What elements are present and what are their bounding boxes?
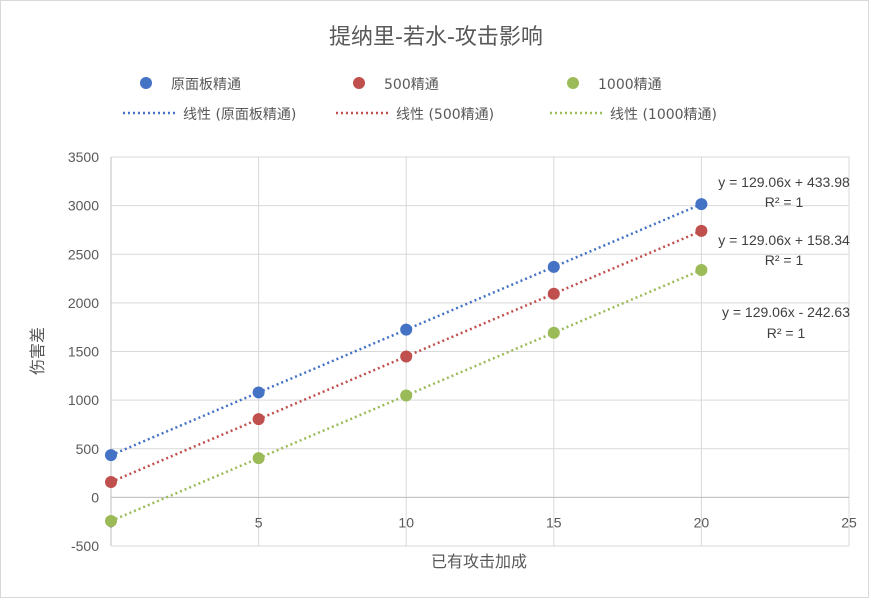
chart-title: 提纳里-若水-攻击影响 bbox=[329, 25, 543, 50]
y-tick-label-1: 0 bbox=[91, 489, 99, 505]
y-tick-label-8: 3500 bbox=[68, 149, 99, 165]
point-layer bbox=[105, 198, 708, 528]
x-tick-label-4: 20 bbox=[694, 514, 710, 530]
point-series-2-2 bbox=[400, 389, 413, 402]
x-tick-label-2: 10 bbox=[398, 514, 414, 530]
y-tick-label-2: 500 bbox=[76, 441, 100, 457]
legend-marker-series-0 bbox=[140, 77, 152, 89]
point-series-2-3 bbox=[547, 326, 560, 339]
point-series-2-4 bbox=[695, 264, 708, 277]
legend-label-series-0: 原面板精通 bbox=[171, 77, 241, 93]
legend-trendline-label-series-2: 线性 (1000精通) bbox=[610, 107, 717, 123]
y-tick-label-4: 1500 bbox=[68, 344, 99, 360]
x-tick-label-3: 15 bbox=[546, 514, 562, 530]
legend-trendline-label-series-0: 线性 (原面板精通) bbox=[183, 107, 296, 123]
legend-label-series-2: 1000精通 bbox=[598, 77, 662, 93]
tick-layer: -500050010001500200025003000350005101520… bbox=[68, 149, 857, 554]
point-series-0-4 bbox=[695, 198, 708, 211]
point-series-0-2 bbox=[400, 323, 413, 336]
point-series-2-0 bbox=[105, 515, 117, 528]
point-series-1-0 bbox=[105, 476, 117, 489]
equation-series-2: y = 129.06x - 242.63 bbox=[722, 304, 850, 320]
point-series-1-1 bbox=[252, 413, 265, 426]
r2-series-2: R² = 1 bbox=[767, 325, 806, 341]
equation-series-1: y = 129.06x + 158.34 bbox=[718, 232, 850, 248]
y-axis-title: 伤害差 bbox=[28, 327, 47, 375]
legend-marker-series-1 bbox=[353, 77, 365, 89]
y-tick-label-6: 2500 bbox=[68, 246, 99, 262]
point-series-1-4 bbox=[695, 224, 708, 237]
y-tick-label-0: -500 bbox=[71, 538, 99, 554]
y-tick-label-7: 3000 bbox=[68, 198, 99, 214]
x-tick-label-5: 25 bbox=[841, 514, 857, 530]
x-axis-title: 已有攻击加成 bbox=[431, 552, 527, 571]
legend-trendline-label-series-1: 线性 (500精通) bbox=[396, 107, 494, 123]
point-series-2-1 bbox=[252, 452, 265, 465]
legend-marker-series-2 bbox=[567, 77, 579, 89]
equation-series-0: y = 129.06x + 433.98 bbox=[718, 174, 850, 190]
grid-layer bbox=[110, 156, 850, 547]
r2-series-0: R² = 1 bbox=[765, 194, 804, 210]
y-tick-label-3: 1000 bbox=[68, 392, 99, 408]
point-series-1-2 bbox=[400, 350, 413, 363]
point-series-0-3 bbox=[547, 260, 560, 273]
legend-label-series-1: 500精通 bbox=[384, 77, 439, 93]
r2-series-1: R² = 1 bbox=[765, 252, 804, 268]
y-tick-label-5: 2000 bbox=[68, 295, 99, 311]
point-series-1-3 bbox=[547, 287, 560, 300]
equations: y = 129.06x + 433.98 R² = 1 y = 129.06x … bbox=[718, 174, 850, 341]
point-series-0-0 bbox=[105, 449, 117, 462]
legend: 原面板精通 500精通 1000精通 线性 (原面板精通) 线性 (500精通)… bbox=[123, 77, 717, 123]
point-series-0-1 bbox=[252, 386, 265, 399]
x-tick-label-1: 5 bbox=[255, 514, 263, 530]
